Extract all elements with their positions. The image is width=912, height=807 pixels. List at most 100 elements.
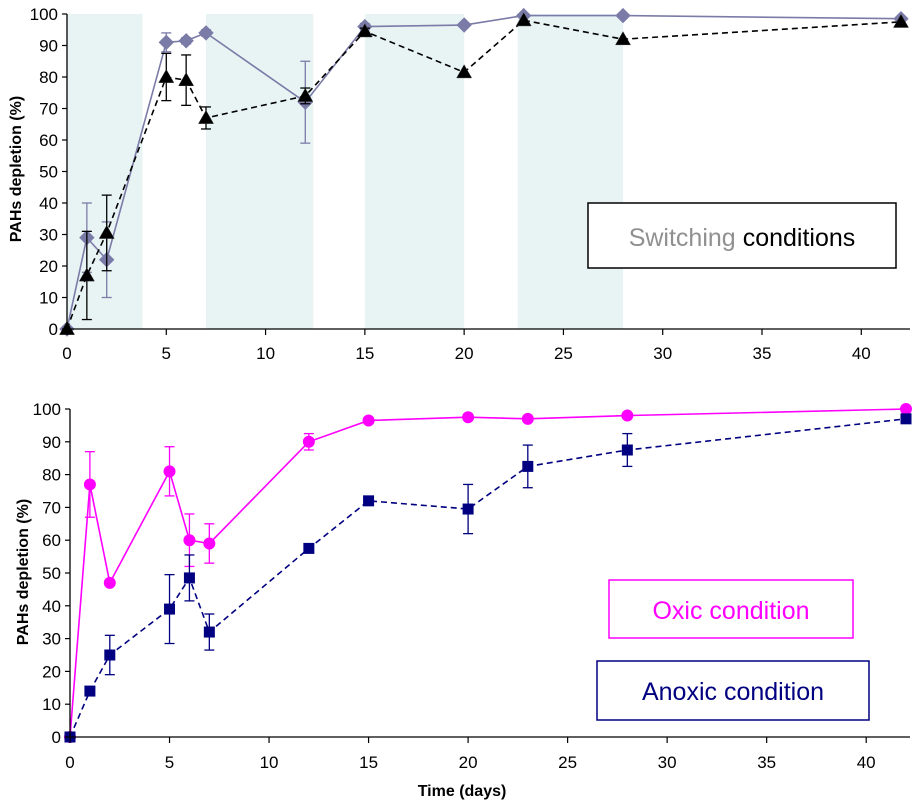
data-point (178, 72, 195, 87)
data-point (362, 414, 375, 427)
switching-conditions-chart: 0 10 20 30 40 50 60 70 80 90 100 0 5 10 15 20 25 30 35 40 P… (8, 5, 910, 363)
data-point (521, 412, 534, 425)
y-tick-label: 100 (33, 400, 61, 419)
data-point (183, 572, 195, 584)
data-point (893, 13, 909, 28)
shaded-interval (517, 14, 623, 329)
data-point (198, 109, 214, 124)
legend-word-switching: Switching (629, 224, 736, 252)
y-tick-label: 80 (39, 68, 58, 87)
x-tick-label: 25 (554, 344, 573, 363)
legend-oxic-condition: Oxic condition (608, 579, 854, 639)
data-point (356, 23, 373, 38)
data-point (83, 478, 96, 491)
shaded-interval (67, 14, 143, 329)
series-line (69, 418, 907, 738)
data-point (203, 626, 215, 638)
y-tick-label: 70 (42, 498, 61, 517)
y-tick-label: 60 (39, 131, 58, 150)
legend-word-conditions: conditions (743, 224, 856, 252)
y-tick-label: 0 (49, 320, 58, 339)
x-tick-label: 20 (455, 344, 474, 363)
y-tick-label: 0 (52, 728, 61, 747)
data-point (158, 68, 175, 83)
x-tick-label: 40 (852, 344, 871, 363)
legend-anoxic-label: Anoxic condition (642, 678, 824, 706)
plot-marks (64, 403, 912, 743)
x-tick-label: 30 (658, 753, 677, 772)
y-tick-label: 30 (39, 226, 58, 245)
data-point (203, 537, 216, 550)
data-point (103, 576, 116, 589)
series-line (66, 14, 902, 330)
y-tick-label: 20 (39, 257, 58, 276)
data-point (363, 495, 375, 507)
data-point (456, 64, 473, 79)
x-tick-label: 10 (256, 344, 275, 363)
legend-oxic-label: Oxic condition (652, 597, 809, 625)
y-tick-label: 60 (42, 531, 61, 550)
data-point (164, 603, 176, 615)
data-point (615, 7, 631, 24)
y-tick-label: 30 (42, 630, 61, 649)
data-point (78, 267, 95, 282)
y-axis-title: PAHs depletion (%) (8, 96, 25, 242)
shaded-interval (364, 14, 465, 329)
y-tick-label: 10 (42, 695, 61, 714)
x-tick-label: 10 (260, 753, 279, 772)
y-tick-label: 70 (39, 100, 58, 119)
x-tick-label: 0 (65, 753, 74, 772)
data-point (456, 17, 472, 33)
y-axis-title: PAHs depletion (%) (15, 499, 32, 645)
data-point (303, 542, 315, 554)
data-point (98, 224, 115, 239)
series-line (69, 408, 907, 738)
series-2 (59, 12, 909, 335)
data-point (183, 534, 196, 547)
data-point (621, 409, 634, 422)
plot-marks (59, 7, 909, 337)
data-point (84, 685, 96, 697)
data-point (198, 25, 214, 41)
data-point (104, 649, 116, 661)
shaded-intervals (67, 14, 623, 329)
y-tick-label: 80 (42, 466, 61, 485)
data-point (621, 444, 633, 456)
y-tick-label: 90 (39, 37, 58, 56)
x-tick-label: 15 (359, 753, 378, 772)
y-tick-label: 10 (39, 289, 58, 308)
series-line (66, 19, 902, 330)
data-point (178, 33, 194, 49)
data-point (163, 465, 176, 478)
axes: 0 10 20 30 40 50 60 70 80 90 100 0 5 10 15 20 25 30 35 40 (33, 400, 910, 772)
data-point (158, 34, 174, 51)
data-point (302, 435, 315, 448)
y-tick-label: 90 (42, 433, 61, 452)
shaded-interval (206, 14, 314, 329)
y-tick-label: 50 (42, 564, 61, 583)
x-tick-label: 30 (653, 344, 672, 363)
data-point (297, 87, 314, 102)
y-tick-label: 20 (42, 662, 61, 681)
y-tick-label: 100 (30, 5, 58, 24)
legend-switching-conditions: Switching conditions (587, 202, 897, 269)
series-1 (59, 7, 909, 337)
x-tick-label: 40 (857, 753, 876, 772)
x-tick-label: 20 (459, 753, 478, 772)
data-point (462, 411, 475, 424)
legend-anoxic-condition: Anoxic condition (596, 660, 870, 721)
data-point (615, 31, 631, 46)
y-tick-label: 40 (42, 597, 61, 616)
data-point (515, 12, 532, 27)
x-tick-label: 0 (62, 344, 71, 363)
x-axis-title: Time (days) (418, 783, 507, 800)
data-point (900, 403, 912, 415)
series-2 (64, 413, 912, 743)
data-point (900, 413, 912, 425)
y-tick-label: 50 (39, 163, 58, 182)
x-tick-label: 25 (558, 753, 577, 772)
axes: 0 10 20 30 40 50 60 70 80 90 100 0 5 10 15 20 25 30 35 40 (30, 5, 910, 363)
oxic-anoxic-chart: 0 10 20 30 40 50 60 70 80 90 100 0 5 10 15 20 25 30 35 40 P… (15, 400, 912, 800)
x-tick-label: 5 (162, 344, 171, 363)
data-point (462, 503, 474, 515)
